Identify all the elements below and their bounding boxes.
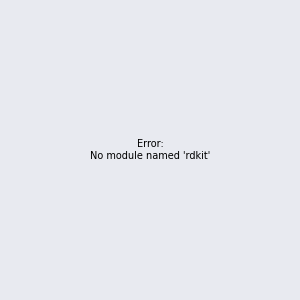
Text: Error:
No module named 'rdkit': Error: No module named 'rdkit' bbox=[90, 139, 210, 161]
